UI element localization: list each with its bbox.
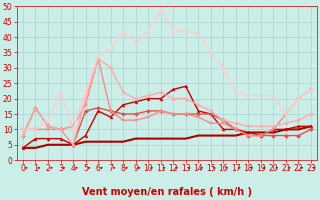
X-axis label: Vent moyen/en rafales ( km/h ): Vent moyen/en rafales ( km/h ) xyxy=(82,187,252,197)
